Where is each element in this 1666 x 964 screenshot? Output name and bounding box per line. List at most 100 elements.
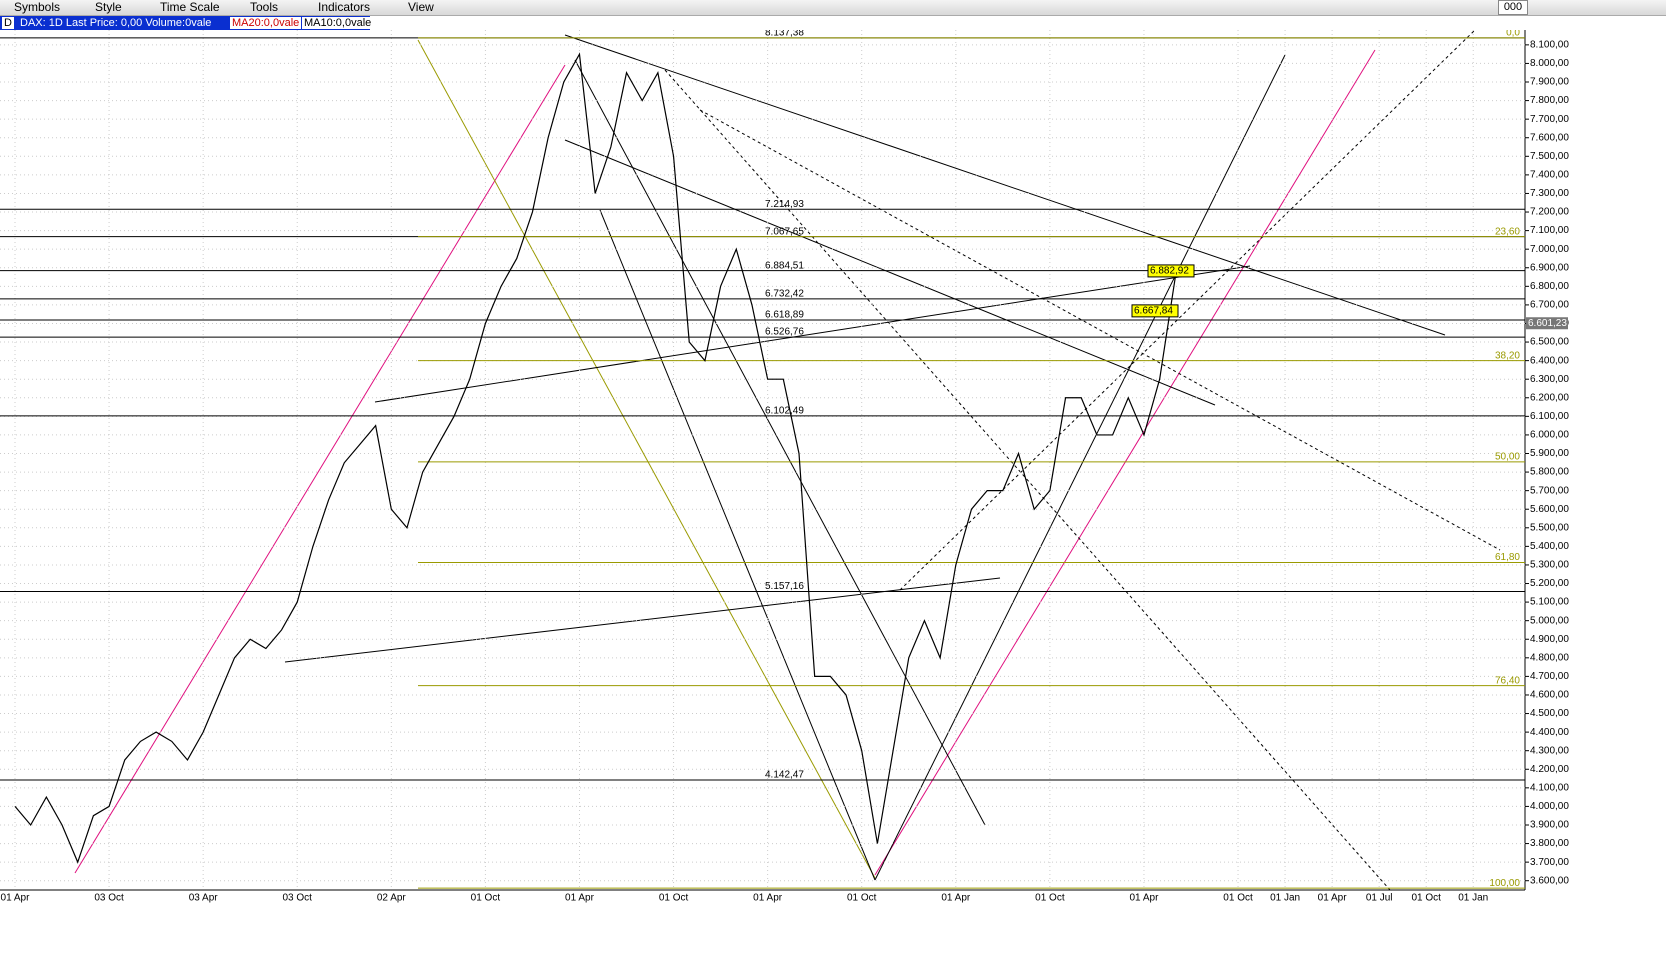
ma10: MA10:0,0vale (302, 17, 374, 29)
symbol-info: DAX: 1D Last Price: 0,00 Volume:0vale (20, 17, 212, 29)
menu-bar: Symbols Style Time Scale Tools Indicators Vie… (0, 0, 1666, 16)
x-tick-label: 01 Apr (753, 893, 783, 904)
y-tick-label: 4.200,00 (1530, 764, 1569, 775)
y-tick-label: 8.100,00 (1530, 40, 1569, 51)
menu-item[interactable]: Time Scale (160, 0, 220, 14)
y-tick-label: 6.000,00 (1530, 430, 1569, 441)
y-tick-label: 6.700,00 (1530, 300, 1569, 311)
y-tick-label: 5.700,00 (1530, 485, 1569, 496)
y-tick-label: 4.700,00 (1530, 671, 1569, 682)
menu-item[interactable]: View (408, 0, 434, 14)
level-label: 7.214,93 (765, 199, 804, 210)
level-label: 6.732,42 (765, 289, 804, 300)
y-tick-label: 5.300,00 (1530, 560, 1569, 571)
y-tick-label: 5.600,00 (1530, 504, 1569, 515)
level-label: 4.142,47 (765, 770, 804, 781)
menu-item[interactable]: Style (95, 0, 122, 14)
y-tick-label: 4.300,00 (1530, 745, 1569, 756)
trendlines (74, 30, 1501, 891)
y-tick-label: 7.600,00 (1530, 132, 1569, 143)
y-tick-label: 4.100,00 (1530, 782, 1569, 793)
y-tick-label: 5.100,00 (1530, 597, 1569, 608)
y-tick-label: 5.000,00 (1530, 615, 1569, 626)
level-label: 7.067,65 (765, 226, 804, 237)
x-tick-label: 01 Apr (1318, 893, 1348, 904)
fib-label: 76,40 (1495, 675, 1520, 686)
x-tick-label: 03 Oct (94, 893, 124, 904)
x-tick-label: 02 Apr (377, 893, 407, 904)
y-tick-label: 4.800,00 (1530, 652, 1569, 663)
y-tick-label: 7.400,00 (1530, 170, 1569, 181)
fib-label: 50,00 (1495, 451, 1520, 462)
last-price-label: 6.601,23 (1528, 318, 1567, 329)
counter[interactable]: 000 (1498, 0, 1528, 15)
x-tick-label: 03 Apr (189, 893, 219, 904)
x-tick-label: 01 Oct (1223, 893, 1253, 904)
x-tick-label: 01 Oct (847, 893, 877, 904)
y-tick-label: 5.800,00 (1530, 467, 1569, 478)
y-tick-label: 5.200,00 (1530, 578, 1569, 589)
y-tick-label: 7.800,00 (1530, 95, 1569, 106)
x-tick-label: 01 Oct (1411, 893, 1441, 904)
y-tick-label: 4.000,00 (1530, 801, 1569, 812)
y-tick-label: 3.700,00 (1530, 857, 1569, 868)
y-tick-label: 8.000,00 (1530, 58, 1569, 69)
y-tick-label: 3.800,00 (1530, 838, 1569, 849)
y-tick-label: 5.900,00 (1530, 448, 1569, 459)
menu-item[interactable]: Symbols (14, 0, 61, 14)
menu-item[interactable]: Tools (250, 0, 279, 14)
x-tick-label: 01 Jan (1270, 893, 1300, 904)
x-tick-label: 01 Apr (1, 893, 31, 904)
level-label: 6.618,89 (765, 310, 804, 321)
x-tick-label: 03 Oct (283, 893, 313, 904)
fib-label: 38,20 (1495, 350, 1520, 361)
y-tick-label: 5.500,00 (1530, 522, 1569, 533)
ma20: MA20:0,0vale (230, 17, 302, 29)
price-tag-label: 6.882,92 (1150, 266, 1189, 277)
y-tick-label: 3.600,00 (1530, 875, 1569, 886)
fib-label: 100,00 (1489, 878, 1520, 889)
x-tick-label: 01 Jan (1458, 893, 1488, 904)
y-tick-label: 7.500,00 (1530, 151, 1569, 162)
price-tag (1131, 304, 1179, 318)
y-tick-label: 7.300,00 (1530, 188, 1569, 199)
x-tick-label: 01 Apr (1129, 893, 1159, 904)
y-tick-label: 6.300,00 (1530, 374, 1569, 385)
y-tick-label: 6.800,00 (1530, 281, 1569, 292)
price-tag (1147, 264, 1195, 278)
chart: 3.600,00 3.700,00 3.800,00 3.900,00 4.000,00… (0, 30, 1569, 904)
y-tick-label: 6.400,00 (1530, 355, 1569, 366)
price-line (14, 52, 1176, 864)
y-tick-label: 3.900,00 (1530, 820, 1569, 831)
y-tick-label: 4.900,00 (1530, 634, 1569, 645)
x-tick-label: 01 Jul (1366, 893, 1393, 904)
y-tick-label: 7.000,00 (1530, 244, 1569, 255)
y-tick-label: 6.900,00 (1530, 262, 1569, 273)
icon: D (2, 17, 14, 29)
fib-label: 61,80 (1495, 552, 1520, 563)
y-tick-label: 4.500,00 (1530, 708, 1569, 719)
y-tick-label: 5.400,00 (1530, 541, 1569, 552)
level-label: 5.157,16 (765, 581, 804, 592)
y-tick-label: 4.600,00 (1530, 690, 1569, 701)
y-tick-label: 6.100,00 (1530, 411, 1569, 422)
y-tick-label: 6.200,00 (1530, 392, 1569, 403)
info-bar: D DAX: 1D Last Price: 0,00 Volume:0vale … (0, 16, 374, 30)
x-tick-label: 01 Oct (659, 893, 689, 904)
x-tick-label: 01 Apr (941, 893, 971, 904)
level-label: 6.102,49 (765, 406, 804, 417)
y-tick-label: 6.500,00 (1530, 337, 1569, 348)
y-tick-label: 7.200,00 (1530, 207, 1569, 218)
level-label: 8.137,38 (765, 30, 804, 39)
menu-item[interactable]: Indicators (318, 0, 371, 14)
x-tick-label: 01 Oct (1035, 893, 1065, 904)
x-tick-label: 01 Oct (471, 893, 501, 904)
fib-label: 0,0 (1506, 30, 1520, 39)
y-tick-label: 7.900,00 (1530, 77, 1569, 88)
x-tick-label: 01 Apr (565, 893, 595, 904)
price-tag-label: 6.667,84 (1134, 306, 1173, 317)
y-tick-label: 4.400,00 (1530, 727, 1569, 738)
fib-label: 23,60 (1495, 226, 1520, 237)
level-label: 6.526,76 (765, 327, 804, 338)
